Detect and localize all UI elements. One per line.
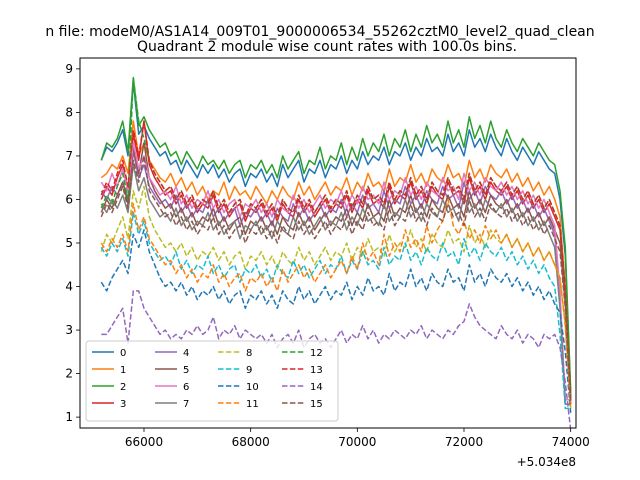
y-tick-label: 5 xyxy=(65,236,73,250)
series-line-15 xyxy=(100,155,572,405)
series-line-0 xyxy=(100,81,572,396)
x-offset-label: +5.034e8 xyxy=(517,455,576,469)
series-line-6 xyxy=(100,142,571,401)
y-tick-label: 4 xyxy=(65,280,73,294)
legend-label-4: 4 xyxy=(183,348,189,359)
x-axis: 66000 68000 70000 72000 74000 xyxy=(125,428,590,449)
x-tick-label: 74000 xyxy=(552,435,590,449)
series-line-8 xyxy=(100,185,572,409)
y-tick-label: 8 xyxy=(65,105,73,119)
series-line-5 xyxy=(100,142,572,405)
legend-frame xyxy=(85,340,339,422)
y-tick-label: 2 xyxy=(65,367,73,381)
legend-label-11: 11 xyxy=(246,399,259,410)
series-line-11 xyxy=(100,198,572,409)
series-line-14 xyxy=(101,290,572,428)
y-tick-label: 9 xyxy=(65,62,73,76)
legend-label-10: 10 xyxy=(246,382,259,393)
y-tick-label: 3 xyxy=(65,323,73,337)
chart-title: Quadrant 2 module wise count rates with … xyxy=(137,39,517,55)
series-layer xyxy=(100,76,572,428)
x-tick-label: 66000 xyxy=(125,435,163,449)
legend-label-15: 15 xyxy=(310,399,323,410)
y-tick-label: 6 xyxy=(65,192,73,206)
legend-label-13: 13 xyxy=(310,365,323,376)
legend-label-3: 3 xyxy=(120,399,126,410)
legend-label-8: 8 xyxy=(246,348,252,359)
series-line-1 xyxy=(100,120,572,400)
y-tick-label: 7 xyxy=(65,149,73,163)
legend-label-6: 6 xyxy=(183,382,189,393)
x-tick-label: 70000 xyxy=(338,435,376,449)
legend-label-12: 12 xyxy=(310,348,323,359)
legend-label-1: 1 xyxy=(120,365,126,376)
figure-suptitle: n file: modeM0/AS1A14_009T01_9000006534_… xyxy=(45,24,594,40)
series-line-13 xyxy=(100,120,572,400)
legend-label-9: 9 xyxy=(246,365,252,376)
legend-label-5: 5 xyxy=(183,365,189,376)
y-axis: 1 2 3 4 5 6 7 8 9 xyxy=(65,62,80,424)
y-tick-label: 1 xyxy=(65,410,73,424)
series-line-10 xyxy=(100,229,572,413)
legend-label-2: 2 xyxy=(120,382,126,393)
x-tick-label: 68000 xyxy=(232,435,270,449)
legend-label-0: 0 xyxy=(120,348,126,359)
legend-label-14: 14 xyxy=(310,382,323,393)
series-line-2 xyxy=(100,76,572,392)
x-tick-label: 72000 xyxy=(445,435,483,449)
legend-label-7: 7 xyxy=(183,399,189,410)
